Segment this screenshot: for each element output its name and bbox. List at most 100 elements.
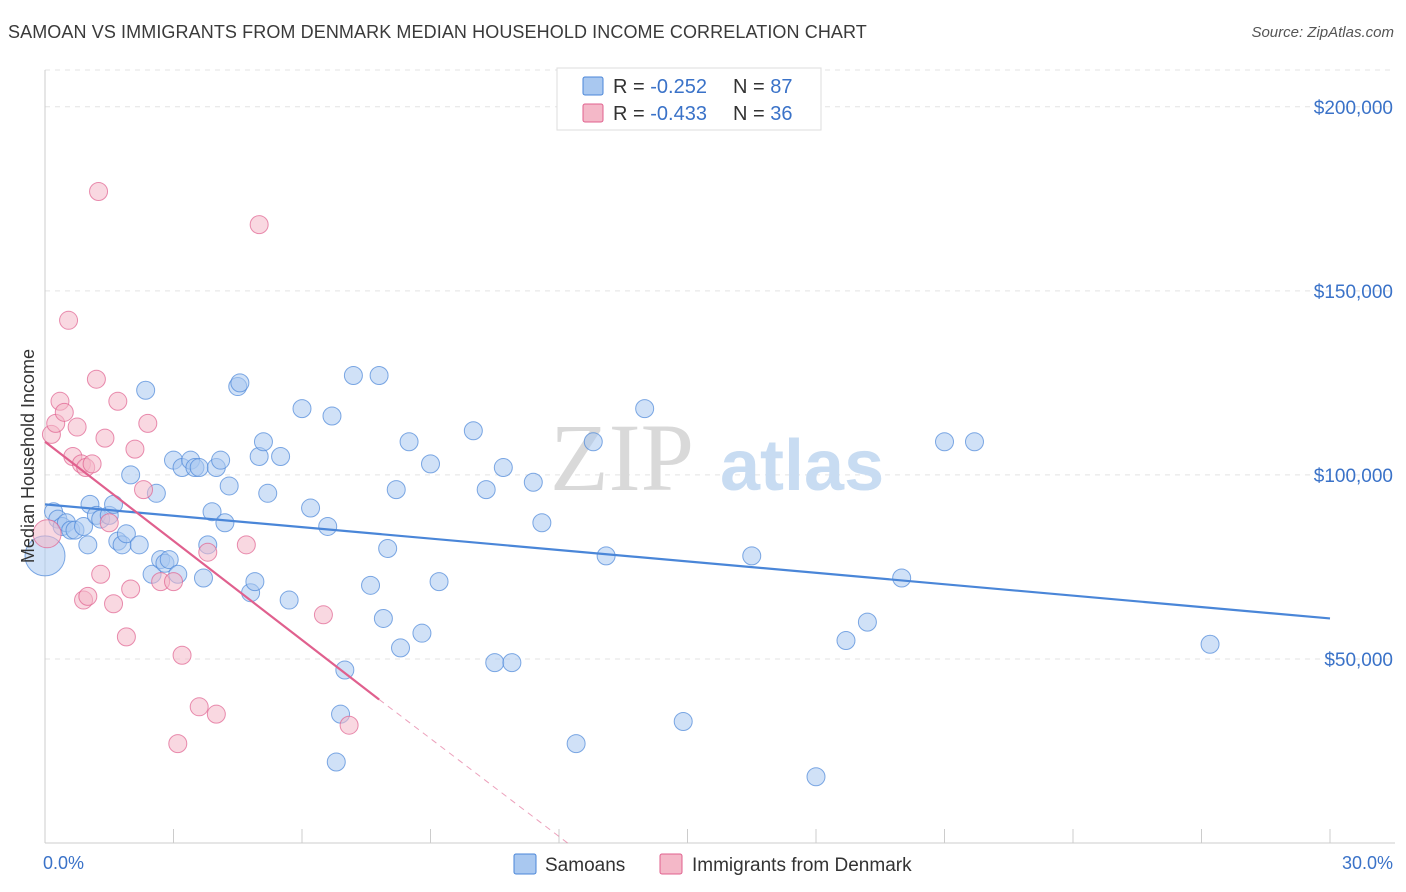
samoan-point bbox=[596, 546, 616, 566]
denmark-point bbox=[339, 715, 359, 735]
samoan-point bbox=[322, 406, 342, 426]
denmark-point bbox=[134, 480, 154, 500]
denmark-point bbox=[198, 542, 218, 562]
legend-top: R = -0.252 N = 87 R = -0.433 N = 36 bbox=[556, 67, 822, 131]
denmark-point bbox=[104, 594, 124, 614]
samoan-point bbox=[116, 524, 136, 544]
denmark-point bbox=[206, 704, 226, 724]
samoan-point bbox=[258, 483, 278, 503]
legend-r-value: -0.252 bbox=[650, 76, 707, 98]
samoan-point bbox=[476, 480, 496, 500]
samoan-point bbox=[78, 535, 98, 555]
samoan-point bbox=[361, 575, 381, 595]
samoan-point bbox=[935, 432, 954, 452]
samoan-point bbox=[502, 653, 522, 673]
denmark-point bbox=[125, 439, 145, 459]
samoan-point bbox=[635, 399, 655, 419]
y-tick-label: $100,000 bbox=[1314, 466, 1393, 487]
samoan-point bbox=[230, 373, 250, 393]
samoan-point bbox=[136, 380, 156, 400]
legend-n-label: N = bbox=[733, 76, 770, 98]
samoan-trend-line bbox=[44, 503, 1331, 620]
samoan-point bbox=[301, 498, 321, 518]
svg-text:N = 87: N = 87 bbox=[733, 76, 793, 98]
samoan-point bbox=[391, 638, 411, 658]
denmark-point bbox=[138, 413, 158, 433]
samoan-point bbox=[253, 432, 273, 452]
samoan-point bbox=[215, 513, 235, 533]
samoan-point bbox=[129, 535, 149, 555]
denmark-point bbox=[121, 579, 141, 599]
samoan-point bbox=[193, 568, 213, 588]
chart-title: SAMOAN VS IMMIGRANTS FROM DENMARK MEDIAN… bbox=[8, 22, 867, 42]
samoan-point bbox=[373, 608, 393, 628]
samoan-point bbox=[412, 623, 432, 643]
svg-text:R = -0.433: R = -0.433 bbox=[613, 103, 707, 125]
denmark-point bbox=[54, 402, 74, 422]
denmark-point bbox=[89, 181, 109, 201]
denmark-point bbox=[249, 215, 269, 235]
denmark-point bbox=[95, 428, 115, 448]
samoan-point bbox=[74, 516, 94, 536]
samoan-point bbox=[892, 568, 912, 588]
samoan-point bbox=[292, 399, 312, 419]
denmark-point bbox=[67, 417, 87, 437]
y-tick-label: $200,000 bbox=[1314, 98, 1393, 119]
svg-text:R = -0.252: R = -0.252 bbox=[613, 76, 707, 98]
legend-r-label: R = bbox=[613, 103, 650, 125]
denmark-point bbox=[236, 535, 256, 555]
legend-n-value: 87 bbox=[770, 76, 792, 98]
samoan-point bbox=[673, 712, 693, 732]
samoan-point bbox=[369, 366, 389, 386]
denmark-point bbox=[172, 645, 192, 665]
legend-bottom: Samoans Immigrants from Denmark bbox=[513, 853, 912, 876]
legend-swatch-denmark bbox=[582, 103, 604, 123]
watermark-atlas: atlas bbox=[720, 426, 884, 506]
samoan-point bbox=[219, 476, 239, 496]
x-tick-label: 30.0% bbox=[1342, 853, 1393, 873]
samoan-point bbox=[429, 572, 449, 592]
denmark-trend-line bbox=[44, 440, 380, 701]
legend-label-samoans: Samoans bbox=[545, 855, 625, 876]
denmark-point bbox=[313, 605, 333, 625]
watermark-zip: ZIP bbox=[550, 404, 694, 511]
samoan-point bbox=[523, 472, 543, 492]
legend-swatch-samoans bbox=[513, 853, 537, 875]
samoan-point bbox=[583, 432, 603, 452]
samoan-point bbox=[421, 454, 440, 474]
samoan-point bbox=[189, 458, 209, 478]
samoan-point bbox=[335, 660, 355, 680]
samoan-point bbox=[485, 653, 505, 673]
denmark-point bbox=[108, 391, 128, 411]
samoan-point bbox=[211, 450, 231, 470]
denmark-point bbox=[168, 734, 188, 754]
samoan-point bbox=[159, 550, 179, 570]
samoan-point bbox=[326, 752, 346, 772]
denmark-point bbox=[116, 627, 136, 647]
samoan-point bbox=[279, 590, 299, 610]
samoan-point bbox=[202, 502, 222, 522]
samoan-point bbox=[463, 421, 483, 441]
samoan-point bbox=[318, 516, 338, 536]
x-tick-label: 0.0% bbox=[43, 853, 84, 873]
legend-r-label: R = bbox=[613, 76, 650, 98]
legend-n-value: 36 bbox=[770, 103, 792, 125]
denmark-point bbox=[86, 369, 106, 389]
y-tick-label: $50,000 bbox=[1324, 650, 1393, 671]
denmark-trend-extension bbox=[378, 699, 568, 844]
denmark-point bbox=[32, 519, 62, 549]
samoan-point bbox=[386, 480, 406, 500]
samoan-point bbox=[271, 447, 291, 466]
denmark-point bbox=[59, 310, 79, 330]
denmark-point bbox=[189, 697, 209, 717]
samoan-point bbox=[378, 539, 398, 559]
samoan-point bbox=[857, 612, 877, 632]
source-credit: Source: ZipAtlas.com bbox=[1251, 24, 1394, 41]
y-tick-label: $150,000 bbox=[1314, 282, 1393, 303]
samoan-point bbox=[742, 546, 762, 566]
samoan-point bbox=[493, 458, 513, 478]
legend-label-denmark: Immigrants from Denmark bbox=[692, 855, 912, 876]
denmark-point bbox=[82, 454, 102, 474]
denmark-point bbox=[99, 513, 119, 533]
watermark: ZIP atlas bbox=[550, 404, 884, 511]
